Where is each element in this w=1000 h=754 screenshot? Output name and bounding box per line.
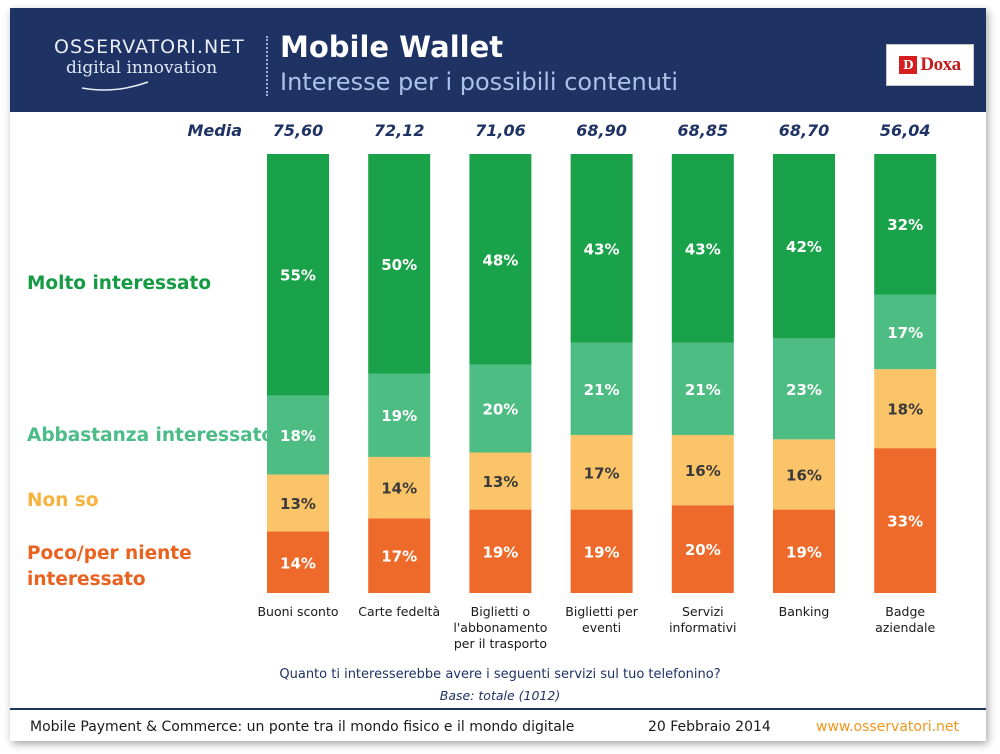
- data-label: 18%: [887, 401, 923, 419]
- slide: OSSERVATORI.NET digital innovation Mobil…: [10, 8, 986, 741]
- data-label: 55%: [280, 267, 316, 285]
- data-label: 21%: [685, 381, 721, 399]
- legend-label: Molto interessato: [27, 273, 211, 294]
- data-label: 14%: [280, 554, 316, 572]
- bar-segment: [469, 154, 532, 365]
- footer-url[interactable]: www.osservatori.net: [816, 719, 960, 735]
- data-label: 17%: [887, 324, 923, 342]
- bar-segment: [773, 154, 835, 339]
- header-divider: [266, 36, 268, 96]
- bar-segment: [773, 509, 835, 593]
- category-label: Banking: [779, 604, 830, 619]
- data-label: 43%: [685, 240, 721, 258]
- bar-segment: [570, 342, 633, 435]
- category-label: eventi: [582, 620, 621, 635]
- data-label: 48%: [482, 251, 518, 269]
- osservatori-logo: OSSERVATORI.NET: [54, 36, 245, 58]
- bar-segment: [570, 154, 633, 343]
- bar-segment: [874, 154, 937, 295]
- legend-label: interessato: [27, 569, 146, 590]
- data-label: 20%: [685, 541, 721, 559]
- bar-segment: [671, 342, 734, 435]
- bar-segment: [874, 294, 937, 370]
- data-label: 16%: [685, 462, 721, 480]
- category-label: Carte fedeltà: [358, 604, 440, 619]
- data-label: 20%: [482, 401, 518, 419]
- data-label: 50%: [381, 256, 417, 274]
- data-label: 21%: [584, 381, 620, 399]
- doxa-mark-icon: D: [899, 56, 918, 74]
- bar-segment: [671, 505, 734, 593]
- data-label: 19%: [584, 543, 620, 561]
- bar-segment: [368, 373, 431, 457]
- bar-segment: [570, 509, 633, 593]
- data-label: 33%: [887, 513, 923, 531]
- bar-segment: [570, 434, 633, 510]
- category-label: Servizi: [682, 604, 724, 619]
- question-text: Quanto ti interesserebbe avere i seguent…: [279, 667, 720, 682]
- footer-date: 20 Febbraio 2014: [648, 719, 771, 735]
- doxa-logo: D Doxa: [886, 44, 974, 86]
- data-label: 32%: [887, 216, 923, 234]
- data-label: 13%: [482, 473, 518, 491]
- media-label: Media: [187, 121, 242, 140]
- data-label: 16%: [786, 466, 822, 484]
- category-label: informativi: [669, 620, 736, 635]
- footer-divider: [10, 708, 986, 710]
- bar-segment: [671, 434, 734, 506]
- media-value: 68,85: [677, 121, 728, 140]
- category-label: l'abbonamento: [453, 620, 547, 635]
- bar-segment: [671, 154, 734, 343]
- data-label: 19%: [786, 543, 822, 561]
- bar-segment: [267, 474, 329, 532]
- stacked-bar-chart: Media 75,60 72,12 71,06 68,90 68,85 68,70 56,04…: [27, 121, 937, 703]
- category-label: Badge: [885, 604, 925, 619]
- data-label: 14%: [381, 480, 417, 498]
- bar-segment: [368, 518, 431, 593]
- bar-segment: [874, 369, 937, 449]
- media-value: 72,12: [374, 121, 425, 140]
- base-text: Base: totale (1012): [440, 688, 560, 703]
- legend-label: Non so: [27, 490, 99, 511]
- bar-segment: [368, 154, 431, 374]
- data-label: 17%: [381, 548, 417, 566]
- page-title: Mobile Wallet: [280, 30, 504, 64]
- bar-segment: [469, 364, 532, 453]
- data-label: 17%: [584, 464, 620, 482]
- data-label: 19%: [482, 543, 518, 561]
- category-label: Biglietti o: [471, 604, 531, 619]
- header-bar: OSSERVATORI.NET digital innovation Mobil…: [10, 8, 986, 112]
- bar-segment: [267, 531, 329, 593]
- media-value: 68,90: [576, 121, 627, 140]
- media-value: 56,04: [880, 121, 931, 140]
- logo-swoosh-icon: [81, 81, 149, 91]
- data-label: 19%: [381, 407, 417, 425]
- category-label: per il trasporto: [454, 636, 547, 651]
- bar-segment: [773, 439, 835, 510]
- category-label: aziendale: [875, 620, 935, 635]
- bar-segment: [267, 395, 329, 475]
- page-subtitle: Interesse per i possibili contenuti: [280, 68, 678, 96]
- legend-label: Poco/per niente: [27, 543, 192, 564]
- data-label: 13%: [280, 495, 316, 513]
- osservatori-logo-tagline: digital innovation: [66, 58, 218, 78]
- legend-label: Abbastanza interessato: [27, 425, 274, 446]
- bar-segment: [469, 509, 532, 593]
- category-label: Biglietti per: [565, 604, 638, 619]
- data-label: 18%: [280, 427, 316, 445]
- bar-segment: [368, 456, 431, 519]
- data-label: 42%: [786, 238, 822, 256]
- media-value: 68,70: [779, 121, 830, 140]
- bar-segment: [469, 452, 532, 510]
- media-value: 71,06: [475, 121, 526, 140]
- footer-event-title: Mobile Payment & Commerce: un ponte tra …: [30, 719, 575, 735]
- doxa-logo-text: Doxa: [920, 54, 961, 75]
- category-label: Buoni sconto: [257, 604, 338, 619]
- bar-segment: [773, 338, 835, 440]
- data-label: 43%: [584, 240, 620, 258]
- bar-segment: [874, 448, 937, 593]
- data-label: 23%: [786, 381, 822, 399]
- bar-segment: [267, 154, 329, 396]
- media-value: 75,60: [273, 121, 324, 140]
